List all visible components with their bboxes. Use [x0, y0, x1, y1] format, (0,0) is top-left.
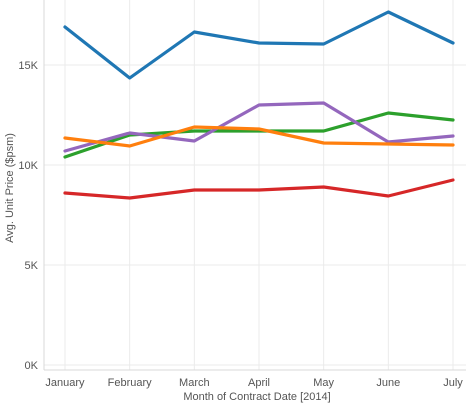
x-tick-label: July: [443, 377, 463, 389]
x-tick-label: May: [313, 377, 334, 389]
y-tick-label: 15K: [18, 60, 38, 72]
series-group: [63, 10, 455, 200]
y-tick-label: 5K: [25, 260, 39, 272]
y-tick-label: 10K: [18, 160, 38, 172]
series-line-3: [63, 101, 455, 153]
x-tick-label: February: [108, 377, 153, 389]
x-axis-title: Month of Contract Date [2014]: [183, 391, 330, 403]
x-tick-label: March: [179, 377, 210, 389]
tick-labels: 0K 5K 10K 15K January February March April May Ju…: [18, 60, 463, 389]
series-line-1: [63, 10, 455, 80]
x-tick-label: April: [248, 377, 270, 389]
x-tick-label: January: [45, 377, 85, 389]
axes: [43, 0, 466, 371]
series-line-4: [63, 125, 455, 148]
x-tick-label: June: [376, 377, 400, 389]
y-axis-title: Avg. Unit Price ($psm): [4, 133, 16, 243]
y-tick-label: 0K: [25, 360, 39, 372]
grid: [44, 0, 466, 370]
series-line-5: [63, 178, 455, 200]
series-line-2: [63, 111, 455, 159]
